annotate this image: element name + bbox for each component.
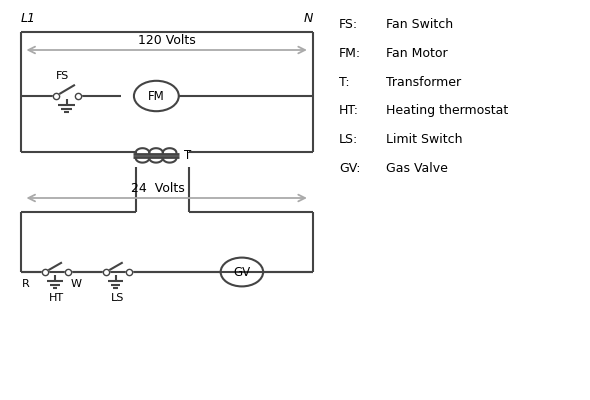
- Text: GV:: GV:: [339, 162, 360, 175]
- Text: LS: LS: [111, 293, 124, 303]
- Text: R: R: [22, 279, 30, 289]
- Text: GV: GV: [233, 266, 251, 278]
- Text: FS:: FS:: [339, 18, 358, 31]
- Text: FS: FS: [56, 71, 69, 81]
- Text: Fan Motor: Fan Motor: [386, 47, 448, 60]
- Text: 120 Volts: 120 Volts: [138, 34, 195, 47]
- Text: Limit Switch: Limit Switch: [386, 133, 463, 146]
- Text: Gas Valve: Gas Valve: [386, 162, 448, 175]
- Text: 24  Volts: 24 Volts: [131, 182, 185, 195]
- Text: L1: L1: [21, 12, 35, 25]
- Text: Fan Switch: Fan Switch: [386, 18, 454, 31]
- Text: T: T: [184, 149, 191, 162]
- Text: LS:: LS:: [339, 133, 359, 146]
- Text: Transformer: Transformer: [386, 76, 461, 88]
- Text: Heating thermostat: Heating thermostat: [386, 104, 509, 118]
- Text: T:: T:: [339, 76, 350, 88]
- Text: HT: HT: [49, 293, 64, 303]
- Text: FM: FM: [148, 90, 165, 102]
- Text: FM:: FM:: [339, 47, 361, 60]
- Text: W: W: [71, 279, 82, 289]
- Text: HT:: HT:: [339, 104, 359, 118]
- Text: N: N: [303, 12, 313, 25]
